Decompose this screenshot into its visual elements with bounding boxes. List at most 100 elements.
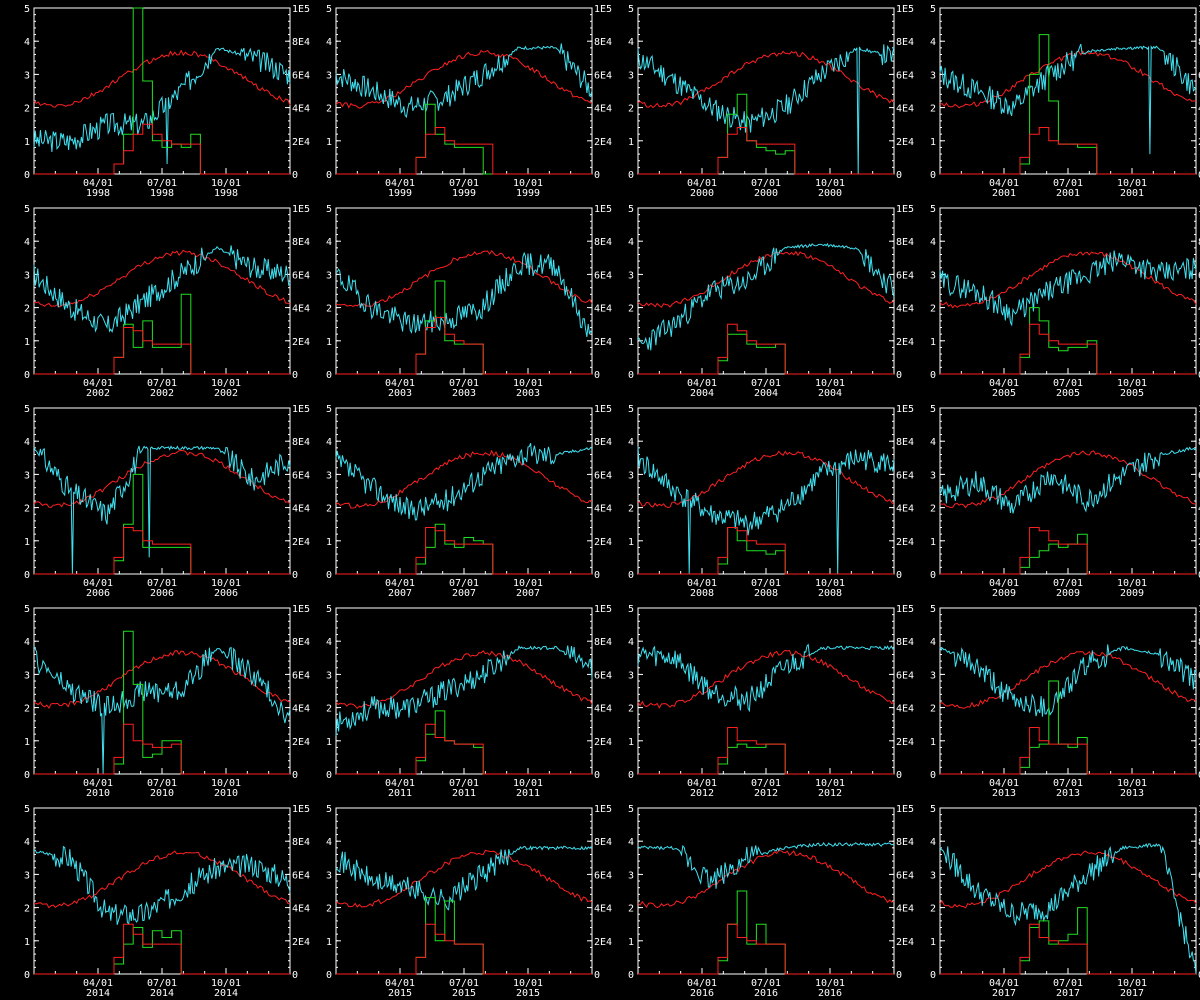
cyan-series-line xyxy=(335,251,593,337)
x-year-label: 2013 xyxy=(1120,788,1144,799)
x-tick-label: 10/01 xyxy=(815,578,845,589)
x-tick-label: 07/01 xyxy=(751,378,781,389)
right-tick-label: 0 xyxy=(594,170,600,181)
plot-frame xyxy=(335,7,593,175)
x-tick-label: 10/01 xyxy=(513,778,543,789)
left-tick-label: 0 xyxy=(930,770,936,781)
right-tick-label: 1E5 xyxy=(896,204,914,215)
left-tick-label: 2 xyxy=(326,904,332,915)
left-tick-label: 3 xyxy=(24,270,30,281)
right-tick-label: 4E4 xyxy=(292,904,310,915)
red-step-series xyxy=(34,723,290,775)
left-tick-label: 0 xyxy=(628,970,634,981)
left-tick-label: 2 xyxy=(24,904,30,915)
red-series-line xyxy=(637,50,895,109)
right-tick-label: 2E4 xyxy=(896,137,914,148)
left-tick-label: 5 xyxy=(24,804,30,815)
left-tick-label: 5 xyxy=(628,804,634,815)
x-year-label: 2000 xyxy=(690,188,714,199)
right-tick-label: 1E5 xyxy=(292,804,310,815)
panel-2001: 01234502E44E46E48E41E504/01200107/012001… xyxy=(930,4,1200,199)
left-tick-label: 5 xyxy=(628,604,634,615)
plot-frame xyxy=(637,807,895,975)
right-tick-label: 2E4 xyxy=(594,737,612,748)
x-year-label: 2011 xyxy=(388,788,412,799)
cyan-series-line xyxy=(33,445,291,575)
x-year-label: 2002 xyxy=(150,388,174,399)
left-tick-label: 0 xyxy=(24,770,30,781)
x-tick-label: 04/01 xyxy=(989,978,1019,989)
left-tick-label: 0 xyxy=(24,970,30,981)
left-tick-label: 2 xyxy=(628,104,634,115)
right-tick-label: 1E5 xyxy=(292,4,310,15)
cyan-series-line xyxy=(939,250,1197,327)
left-tick-label: 5 xyxy=(628,404,634,415)
red-step-series xyxy=(940,127,1196,175)
right-tick-label: 1E5 xyxy=(1198,804,1200,815)
right-tick-label: 6E4 xyxy=(594,870,612,881)
left-tick-label: 5 xyxy=(326,404,332,415)
right-tick-label: 8E4 xyxy=(1198,837,1200,848)
red-series-line xyxy=(33,249,291,308)
x-year-label: 2006 xyxy=(86,588,110,599)
right-tick-label: 6E4 xyxy=(594,670,612,681)
red-series-line xyxy=(939,650,1197,709)
red-series-line xyxy=(939,850,1197,909)
left-tick-label: 4 xyxy=(326,237,332,248)
plot-frame xyxy=(33,7,291,175)
left-tick-label: 0 xyxy=(930,570,936,581)
left-tick-label: 0 xyxy=(930,970,936,981)
x-tick-label: 04/01 xyxy=(385,178,415,189)
green-step-series xyxy=(638,527,894,575)
left-tick-label: 0 xyxy=(628,370,634,381)
x-tick-label: 10/01 xyxy=(1117,178,1147,189)
cyan-series-line xyxy=(637,44,895,175)
right-tick-label: 0 xyxy=(896,770,902,781)
red-step-series xyxy=(638,323,894,375)
left-tick-label: 2 xyxy=(24,104,30,115)
right-tick-label: 4E4 xyxy=(1198,104,1200,115)
left-tick-label: 0 xyxy=(24,170,30,181)
left-tick-label: 3 xyxy=(930,670,936,681)
cyan-series-line xyxy=(637,643,895,713)
x-year-label: 2017 xyxy=(992,988,1016,999)
x-year-label: 2008 xyxy=(690,588,714,599)
plot-frame xyxy=(33,807,291,975)
right-tick-label: 6E4 xyxy=(594,470,612,481)
right-tick-label: 2E4 xyxy=(594,137,612,148)
x-tick-label: 04/01 xyxy=(83,578,113,589)
red-step-series xyxy=(638,727,894,775)
plot-frame xyxy=(335,207,593,375)
left-tick-label: 3 xyxy=(628,470,634,481)
right-tick-label: 6E4 xyxy=(594,270,612,281)
left-tick-label: 5 xyxy=(24,604,30,615)
x-year-label: 2012 xyxy=(818,788,842,799)
x-year-label: 2010 xyxy=(150,788,174,799)
left-tick-label: 3 xyxy=(628,870,634,881)
right-tick-label: 4E4 xyxy=(896,904,914,915)
x-year-label: 2016 xyxy=(818,988,842,999)
x-tick-label: 07/01 xyxy=(751,578,781,589)
left-tick-label: 4 xyxy=(326,637,332,648)
x-tick-label: 07/01 xyxy=(751,778,781,789)
cyan-series-line xyxy=(637,446,895,575)
left-tick-label: 2 xyxy=(628,704,634,715)
right-tick-label: 2E4 xyxy=(896,937,914,948)
x-tick-label: 04/01 xyxy=(687,778,717,789)
right-tick-label: 1E5 xyxy=(594,4,612,15)
x-tick-label: 10/01 xyxy=(211,778,241,789)
x-tick-label: 10/01 xyxy=(211,178,241,189)
panel-2000: 01234502E44E46E48E41E504/01200007/012000… xyxy=(628,4,914,199)
right-tick-label: 6E4 xyxy=(292,470,310,481)
x-tick-label: 04/01 xyxy=(385,578,415,589)
x-year-label: 2001 xyxy=(992,188,1016,199)
green-step-series xyxy=(940,907,1196,975)
right-tick-label: 1E5 xyxy=(594,604,612,615)
left-tick-label: 5 xyxy=(24,404,30,415)
left-tick-label: 3 xyxy=(326,70,332,81)
right-tick-label: 4E4 xyxy=(1198,704,1200,715)
green-step-series xyxy=(336,280,592,375)
red-step-series xyxy=(940,727,1196,775)
x-tick-label: 04/01 xyxy=(989,578,1019,589)
x-tick-label: 10/01 xyxy=(1117,578,1147,589)
